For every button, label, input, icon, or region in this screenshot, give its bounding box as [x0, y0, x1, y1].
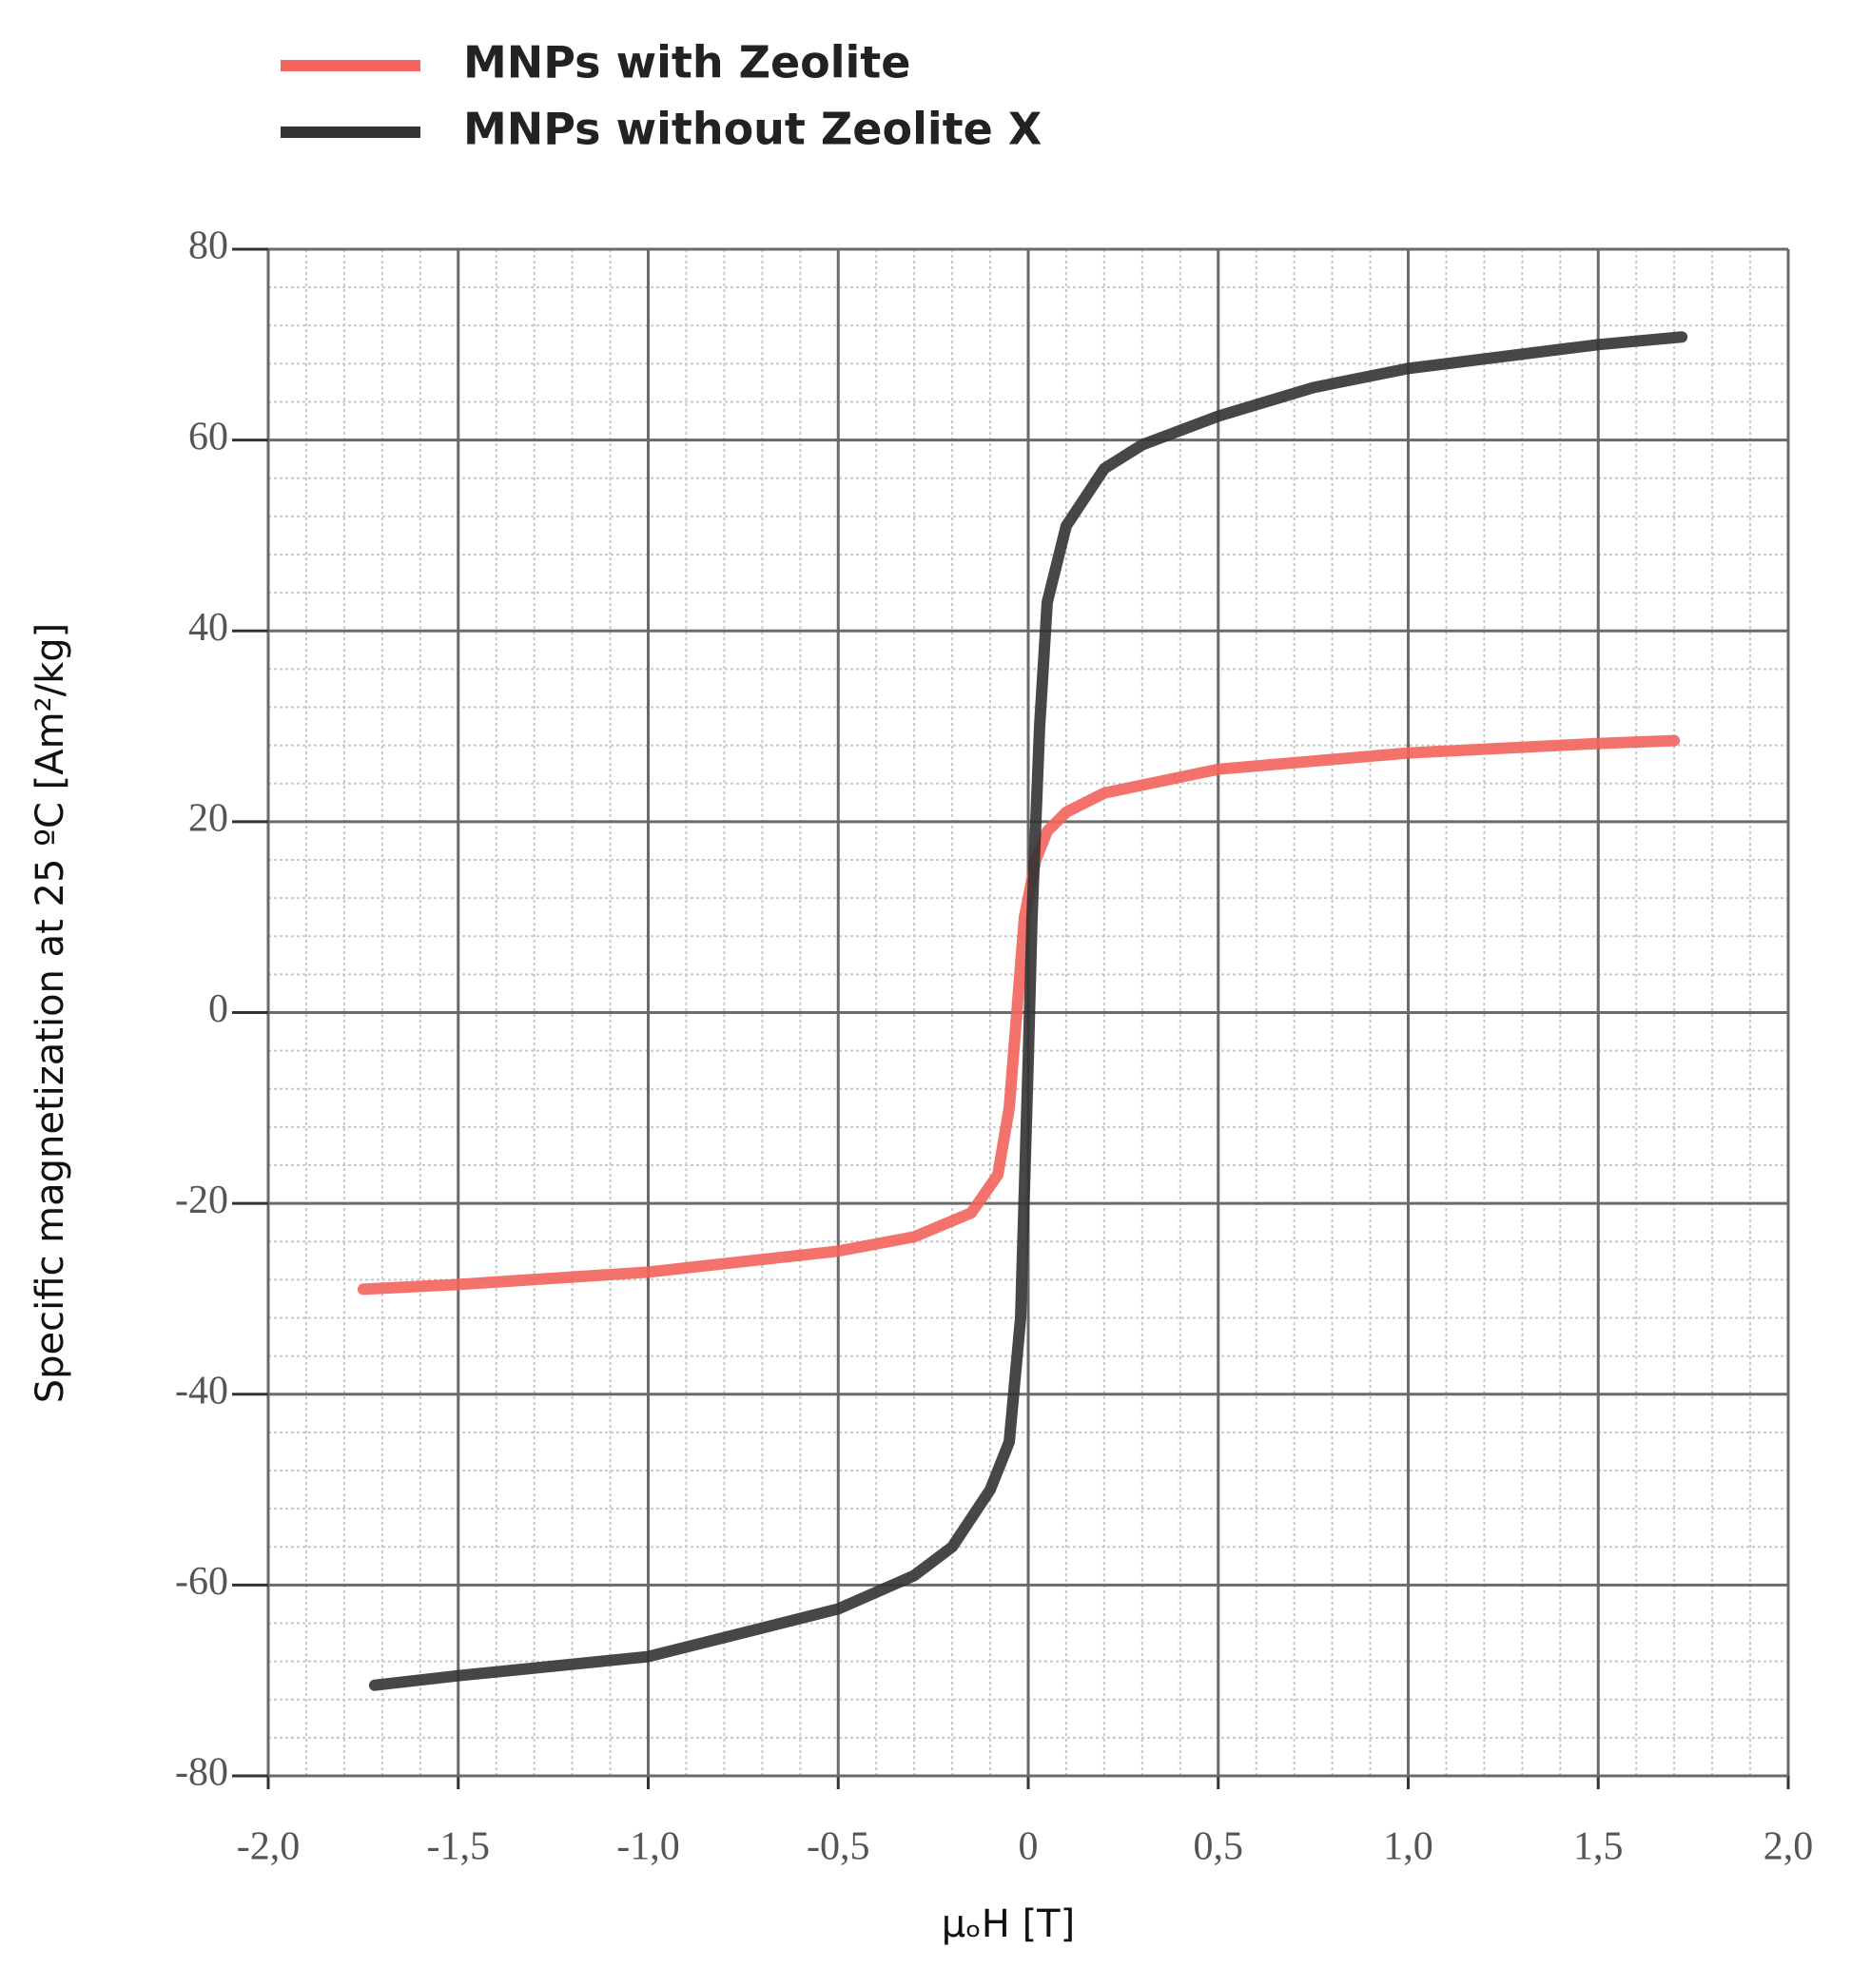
x-tick-label: 2,0: [1763, 1825, 1814, 1869]
y-tick-label: -40: [175, 1369, 228, 1413]
x-tick-label: -0,5: [807, 1825, 870, 1869]
y-tick-label: -80: [175, 1751, 228, 1795]
x-tick-label: 1,5: [1573, 1825, 1624, 1869]
x-tick-label: -1,5: [427, 1825, 491, 1869]
y-axis-label: Specific magnetization at 25 ºC [Am²/kg]: [29, 623, 72, 1404]
y-tick-label: 0: [208, 987, 228, 1031]
y-tick-label: 40: [188, 606, 228, 650]
x-tick-label: 1,0: [1383, 1825, 1433, 1869]
legend-label: MNPs without Zeolite X: [463, 104, 1042, 155]
x-axis-label: μₒH [T]: [942, 1902, 1075, 1946]
y-tick-label: -60: [175, 1560, 228, 1604]
series-line: [357, 734, 1681, 1296]
y-tick-label: 20: [188, 797, 228, 841]
legend-label: MNPs with Zeolite: [463, 37, 910, 88]
x-tick-label: 0,5: [1194, 1825, 1244, 1869]
y-tick-label: 60: [188, 415, 228, 458]
x-tick-label: -2,0: [237, 1825, 301, 1869]
x-tick-label: -1,0: [616, 1825, 680, 1869]
y-tick-label: -20: [175, 1179, 228, 1222]
x-tick-label: 0: [1019, 1825, 1039, 1869]
series-line: [368, 331, 1688, 1691]
y-tick-label: 80: [188, 224, 228, 268]
